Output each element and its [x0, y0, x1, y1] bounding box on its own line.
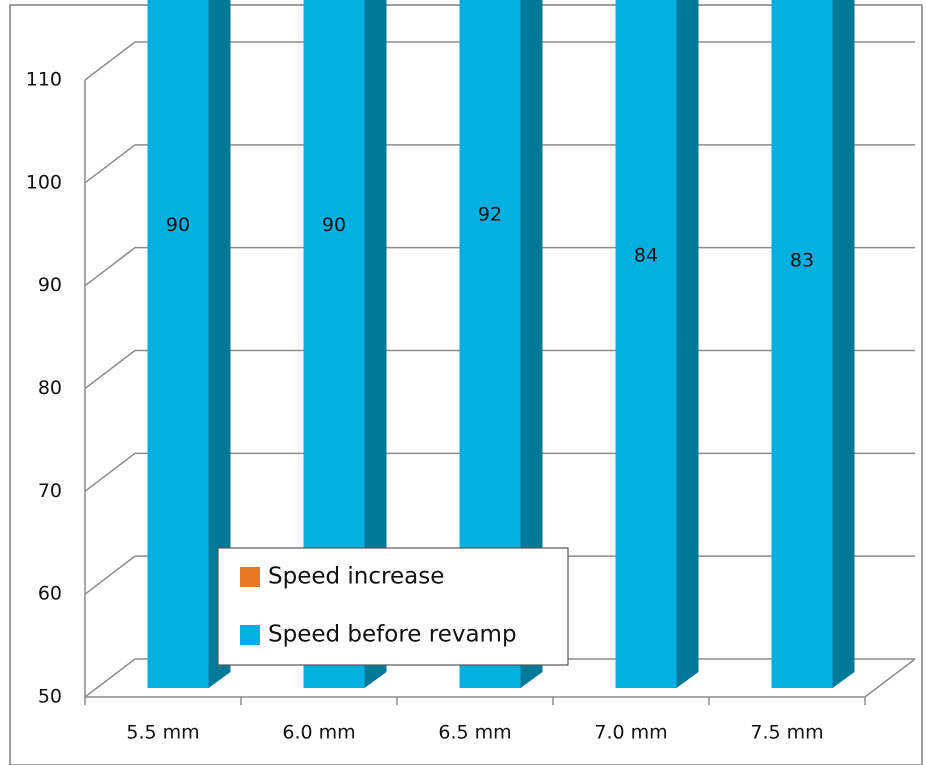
legend-label: Speed increase	[268, 564, 444, 590]
value-label: 83	[790, 250, 814, 272]
x-tick-label: 6.5 mm	[438, 722, 511, 744]
x-tick-label: 5.5 mm	[126, 722, 199, 744]
value-label: 84	[634, 245, 658, 267]
bar-segment	[615, 0, 677, 688]
bar-side	[832, 0, 855, 688]
y-tick-label: 50	[38, 686, 62, 708]
legend: Speed increase Speed before revamp	[217, 547, 569, 666]
legend-box	[217, 547, 569, 666]
bar-side	[676, 0, 699, 688]
x-tick-label: 6.0 mm	[282, 722, 355, 744]
bar-segment	[147, 0, 209, 688]
x-tick-label: 7.5 mm	[750, 722, 823, 744]
y-tick-label: 60	[38, 583, 62, 605]
y-tick-label: 80	[38, 377, 62, 399]
y-tick-label: 90	[38, 274, 62, 296]
legend-label: Speed before revamp	[268, 622, 517, 648]
bar-segment	[771, 0, 833, 688]
bar-side	[208, 0, 231, 688]
y-tick-label: 70	[38, 480, 62, 502]
value-label: 90	[322, 214, 346, 236]
bar-side	[364, 0, 387, 688]
legend-swatch	[240, 625, 260, 645]
legend-swatch	[240, 567, 260, 587]
y-tick-label: 100	[26, 171, 62, 193]
value-label: 90	[166, 214, 190, 236]
x-tick-label: 7.0 mm	[594, 722, 667, 744]
bar-side	[520, 0, 543, 688]
y-tick-label: 110	[26, 69, 62, 91]
value-label: 92	[478, 203, 502, 225]
